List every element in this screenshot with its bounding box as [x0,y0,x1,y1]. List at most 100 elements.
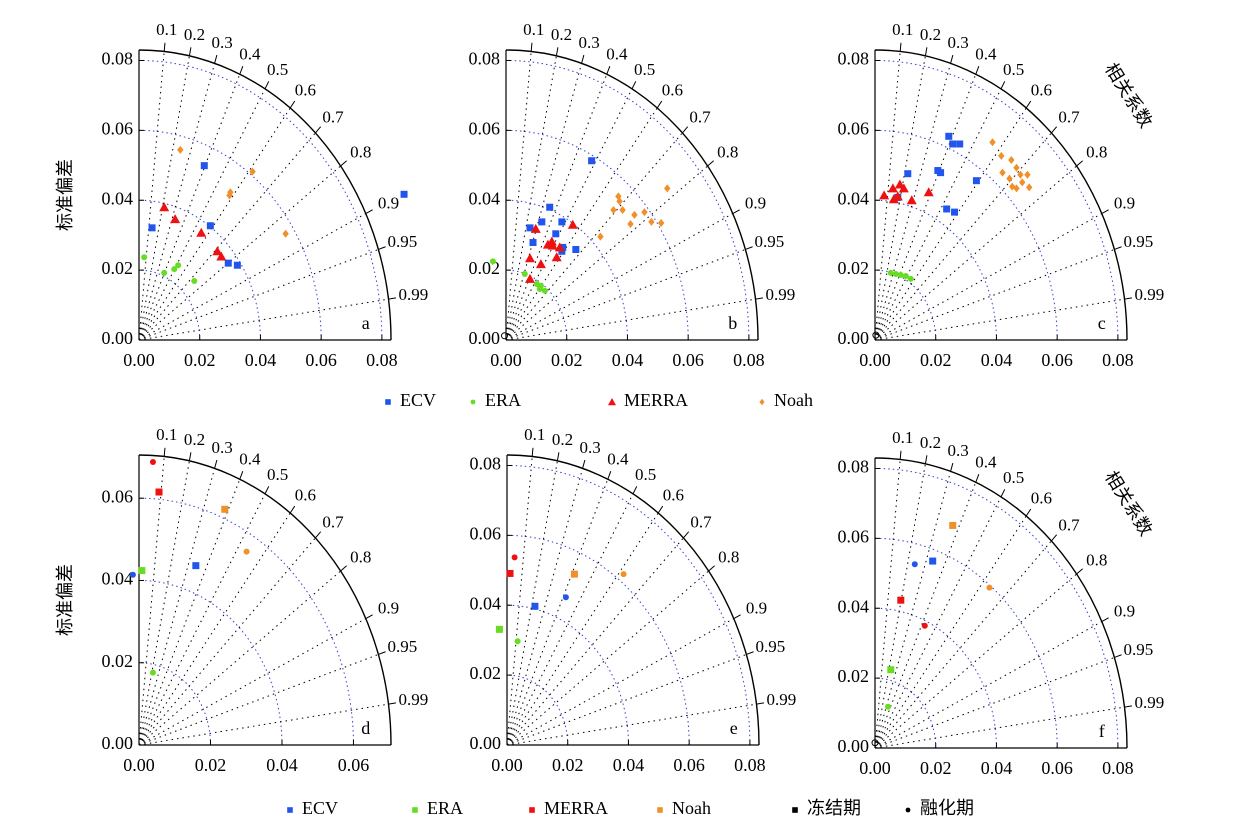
marker-square [552,230,560,238]
corr-label: 0.3 [580,438,601,457]
std-arc [874,269,937,341]
std-arc [874,467,1119,749]
corr-label: 0.6 [1031,489,1052,508]
marker-triangle [906,195,917,205]
corr-tick [1025,508,1032,517]
corr-tick [530,42,533,52]
corr-ray [138,618,367,746]
marker-circle [175,262,182,269]
marker-square [233,261,241,269]
corr-label: 0.9 [746,599,767,618]
marker-triangle [530,223,541,233]
marker-diamond [648,217,655,226]
marker-diamond [615,192,622,201]
marker-circle [129,571,136,578]
corr-ray [138,468,216,746]
corr-label: 0.95 [1123,232,1153,251]
marker-diamond [610,206,617,215]
corr-ray [505,132,683,341]
legend-label: ERA [427,798,463,818]
marker-square [506,569,514,577]
y-tick-label: 0.06 [470,523,502,543]
corr-label: 0.2 [551,25,572,44]
corr-label: 0.7 [1058,107,1080,126]
corr-tick [632,486,638,495]
marker-triangle [524,273,535,283]
corr-label: 0.8 [350,143,371,162]
marker-square [400,190,408,198]
x-tick-label: 0.02 [551,350,583,370]
corr-ray [874,463,926,749]
corr-ray [505,74,608,341]
panel-label: c [1098,313,1106,333]
marker-triangle [216,251,227,261]
corr-ray [874,132,1052,341]
marker-diamond [1026,183,1033,192]
corr-tick [606,66,611,75]
corr-label: 0.8 [717,143,738,162]
corr-ray [505,107,658,341]
corr-ray [138,51,165,341]
corr-label: 0.5 [267,465,288,484]
y-axis-label: 标准偏差 [55,159,75,231]
corr-tick [746,651,754,655]
corr-label: 0.1 [892,428,913,447]
marker-square [529,239,537,247]
corr-label: 0.1 [892,20,913,39]
corr-tick [163,447,166,457]
corr-ray [138,55,190,341]
corr-ray [506,479,609,746]
marker-diamond [631,210,638,219]
corr-label: 0.5 [635,465,656,484]
corr-ray [874,107,1027,341]
marker-square [412,807,418,813]
corr-tick [1076,568,1083,575]
y-tick-label: 0.02 [102,258,134,278]
marker-square [904,170,912,178]
marker-triangle [159,202,170,212]
x-tick-label: 0.04 [613,755,645,775]
marker-square [972,177,980,185]
marker-diamond [664,184,671,193]
corr-label: 0.4 [239,450,261,469]
std-arc [138,129,322,341]
x-tick-label: 0.04 [981,350,1013,370]
std-arc [138,269,201,341]
corr-tick [682,126,689,134]
corr-tick [899,450,902,460]
corr-tick [1101,209,1109,215]
marker-square [657,807,663,813]
corr-label: 0.8 [1086,551,1107,570]
x-tick-label: 0.00 [123,350,155,370]
corr-tick [239,471,244,480]
corr-label: 0.7 [689,107,711,126]
corr-label: 0.1 [156,425,177,444]
marker-diamond [998,151,1005,160]
corr-label: 0.8 [350,548,371,567]
corr-tick [732,209,740,215]
x-tick-label: 0.06 [305,350,337,370]
corr-label: 0.6 [295,81,316,100]
corr-label: 0.95 [387,637,417,656]
x-tick-label: 0.08 [366,350,398,370]
marker-circle [470,399,476,405]
marker-diamond [249,167,256,176]
x-tick-label: 0.02 [184,350,216,370]
x-tick-label: 0.00 [490,350,522,370]
marker-triangle [551,252,562,262]
marker-circle [514,638,521,645]
corr-label: 0.4 [606,45,628,64]
corr-tick [188,452,192,461]
corr-label: 0.3 [212,33,233,52]
std-arc [506,534,690,746]
corr-label: 0.7 [1058,515,1080,534]
corr-label: 0.99 [766,285,796,304]
marker-diamond [627,220,634,228]
corr-tick [581,54,585,64]
corr-label: 0.6 [295,486,316,505]
y-tick-label: 0.06 [838,526,870,546]
x-tick-label: 0.04 [612,350,644,370]
x-tick-label: 0.02 [552,755,584,775]
marker-square [570,570,578,578]
